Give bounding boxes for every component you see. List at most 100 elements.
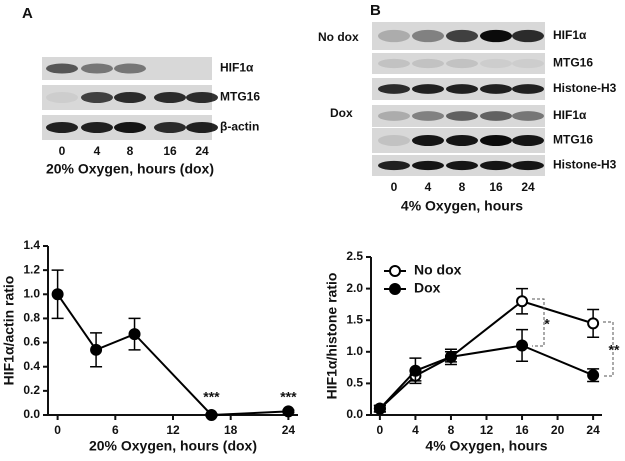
group-label: No dox: [318, 30, 359, 44]
x-tick-label: 8: [448, 423, 455, 437]
data-point: [587, 317, 600, 330]
blot-band: [512, 160, 544, 171]
data-point: [587, 369, 600, 382]
blot-band: [114, 92, 146, 103]
blot-row-label: Histone-H3: [553, 158, 617, 172]
blot-band: [480, 111, 512, 121]
blot-band: [480, 58, 512, 69]
x-tick-label: 0: [377, 423, 384, 437]
annotation: *: [544, 316, 550, 332]
blot-band: [412, 58, 444, 69]
annotation: **: [609, 342, 620, 358]
blot-band: [512, 135, 544, 146]
blot-band: [446, 111, 478, 121]
blot-strip: [42, 57, 212, 80]
x-tick-label: 12: [480, 423, 494, 437]
y-tick-label: 0.5: [346, 376, 363, 390]
annotation: ***: [280, 389, 297, 405]
x-tick-label: 0: [54, 423, 61, 437]
y-tick-label: 0.0: [23, 407, 40, 421]
y-tick-label: 1.2: [23, 262, 40, 276]
blot-band: [378, 111, 410, 121]
data-point: [373, 402, 386, 415]
lane-label: 4: [425, 180, 432, 194]
lane-label: 4: [94, 144, 101, 158]
y-tick-label: 0.2: [23, 383, 40, 397]
lane-label: 24: [521, 180, 535, 194]
blot-band: [446, 160, 478, 171]
blot-row-label: HIF1α: [220, 61, 254, 75]
axis: [370, 257, 602, 416]
data-point: [516, 295, 529, 308]
blot-band: [154, 92, 186, 103]
x-tick-label: 6: [112, 423, 119, 437]
y-tick-label: 1.0: [346, 344, 363, 358]
blot-band: [512, 84, 544, 94]
x-tick-label: 24: [282, 423, 296, 437]
bracket: [603, 321, 614, 377]
blot-band: [81, 63, 113, 74]
blot-strip: [372, 53, 545, 74]
blot-band: [378, 160, 410, 171]
y-axis-label: HIF1α/actin ratio: [1, 276, 17, 386]
x-tick-label: 16: [515, 423, 529, 437]
blot-caption: 20% Oxygen, hours (dox): [46, 161, 214, 177]
series-line: [56, 293, 289, 417]
blot-band: [81, 92, 113, 103]
blot-band: [46, 92, 78, 103]
annotation: ***: [203, 389, 220, 405]
y-tick-label: 2.0: [346, 281, 363, 295]
blot-band: [46, 122, 78, 133]
data-point: [90, 343, 103, 356]
blot-row-label: β-actin: [220, 120, 259, 134]
blot-band: [378, 58, 410, 69]
data-point: [282, 405, 295, 418]
blot-band: [114, 63, 146, 74]
data-point: [205, 409, 218, 421]
data-point: [409, 364, 422, 377]
blot-band: [512, 58, 544, 69]
data-point: [516, 339, 529, 352]
y-tick-label: 1.0: [23, 286, 40, 300]
blot-band: [512, 29, 544, 43]
blot-band: [412, 84, 444, 94]
blot-row-label: MTG16: [220, 90, 260, 104]
blot-band: [412, 160, 444, 171]
blot-band: [46, 63, 78, 74]
legend-label: No dox: [414, 262, 462, 278]
y-tick-label: 0.4: [23, 359, 40, 373]
group-label: Dox: [330, 106, 353, 120]
lane-label: 8: [127, 144, 134, 158]
blot-row-label: HIF1α: [553, 28, 587, 42]
x-axis-label: 4% Oxygen, hours: [425, 438, 547, 454]
x-tick-label: 4: [412, 423, 419, 437]
lane-label: 16: [489, 180, 503, 194]
x-tick-label: 18: [224, 423, 238, 437]
blot-band: [480, 29, 512, 43]
legend-marker: [389, 265, 401, 277]
blot-band: [446, 29, 478, 43]
lane-label: 0: [59, 144, 66, 158]
blot-band: [412, 135, 444, 146]
blot-band: [378, 29, 410, 43]
y-axis-label: HIF1α/histone ratio: [324, 273, 340, 400]
panel-label: B: [370, 2, 381, 19]
x-axis-label: 20% Oxygen, hours (dox): [89, 438, 257, 454]
legend-label: Dox: [414, 280, 441, 296]
x-tick-label: 20: [551, 423, 565, 437]
blot-band: [154, 122, 186, 133]
lane-label: 24: [195, 144, 209, 158]
data-point: [51, 288, 64, 301]
y-tick-label: 0.6: [23, 335, 40, 349]
x-tick-label: 24: [586, 423, 600, 437]
blot-row-label: MTG16: [553, 56, 593, 70]
y-tick-label: 1.4: [23, 238, 40, 252]
blot-band: [446, 84, 478, 94]
blot-band: [480, 135, 512, 146]
data-point: [444, 350, 457, 363]
blot-band: [378, 84, 410, 94]
blot-band: [512, 111, 544, 121]
blot-band: [446, 58, 478, 69]
y-tick-label: 2.5: [346, 249, 363, 263]
blot-band: [378, 135, 410, 146]
